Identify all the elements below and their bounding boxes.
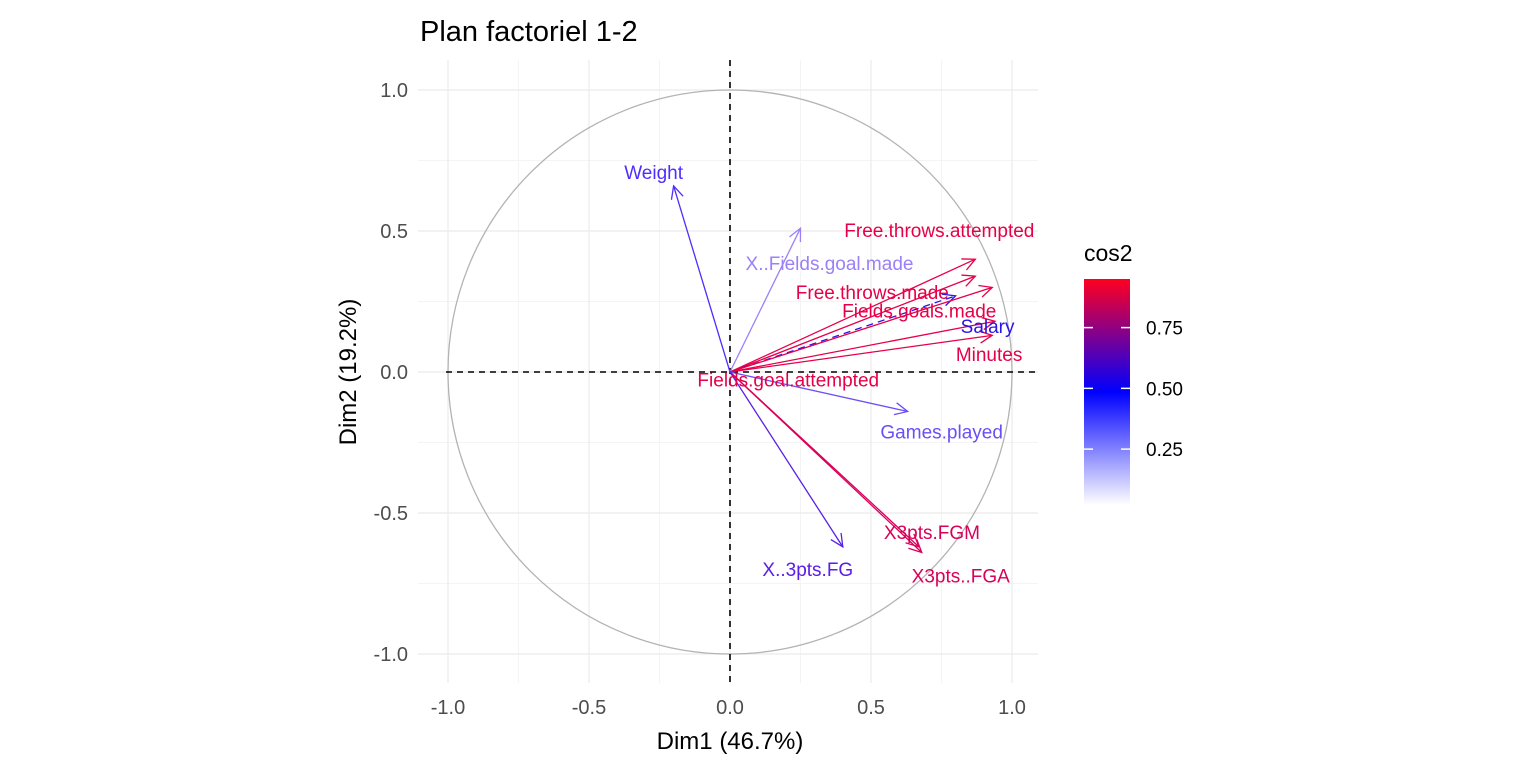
- cos2-legend: cos2 0.25 0.50 0.75: [1084, 240, 1183, 505]
- arrow-x-3pts-fg: [729, 371, 844, 549]
- variable-label: X..Fields.goal.made: [746, 254, 914, 275]
- arrow-shaft: [729, 258, 976, 373]
- arrow-head: [789, 226, 802, 243]
- y-tick-label: -1.0: [374, 644, 408, 666]
- legend-tick-label: 0.25: [1146, 440, 1183, 461]
- x-tick-label: 0.0: [716, 697, 744, 719]
- chart-title: Plan factoriel 1-2: [420, 16, 638, 48]
- arrow-shaft: [729, 275, 976, 373]
- arrow-x3pts-fga: [729, 371, 923, 554]
- x-tick-label: -1.0: [431, 697, 465, 719]
- variable-label: X3pts.FGM: [884, 523, 980, 544]
- legend-ticks: 0.25 0.50 0.75: [1084, 319, 1183, 461]
- arrow-shaft: [672, 185, 731, 373]
- arrow-head: [978, 330, 994, 344]
- arrow-head: [978, 284, 994, 298]
- y-tick-label: 0.0: [380, 362, 408, 384]
- legend-tick-label: 0.50: [1146, 379, 1183, 400]
- arrow-shaft: [729, 371, 844, 548]
- arrow-shaft: [729, 371, 908, 413]
- variable-label: Salary: [961, 317, 1015, 338]
- x-axis-title: Dim1 (46.7%): [657, 728, 804, 755]
- arrow-fields-goal-attempted: [729, 330, 994, 373]
- variable-label: Fields.goal.attempted: [697, 370, 879, 391]
- arrow-minutes: [729, 317, 997, 373]
- arrow-weight: [670, 184, 731, 373]
- y-tick-label: -0.5: [374, 503, 408, 525]
- arrow-fields-goals-made: [729, 284, 994, 373]
- arrow-free-throws-made: [729, 274, 977, 373]
- variable-label: Games.played: [880, 422, 1003, 443]
- arrow-head: [893, 402, 910, 416]
- arrow-head: [908, 539, 923, 554]
- arrow-head: [670, 184, 684, 200]
- arrow-shaft: [729, 334, 993, 373]
- legend-colorbar: [1084, 279, 1130, 505]
- variable-label: Fields.goals.made: [842, 301, 996, 322]
- variable-arrows: [670, 184, 997, 554]
- y-tick-label: 1.0: [380, 80, 408, 102]
- variable-label: Minutes: [956, 345, 1023, 366]
- legend-title: cos2: [1084, 240, 1133, 266]
- y-axis-title: Dim2 (19.2%): [335, 299, 362, 446]
- arrow-head: [961, 274, 977, 287]
- arrow-shaft: [729, 227, 802, 373]
- x-tick-label: 1.0: [998, 697, 1026, 719]
- x-tick-label: 0.5: [857, 697, 885, 719]
- arrow-free-throws-attempted: [729, 258, 977, 373]
- arrow-head: [961, 258, 977, 271]
- arrow-shaft: [729, 371, 923, 553]
- variable-labels: Weight X..Fields.goal.made Free.throws.att…: [624, 163, 1034, 588]
- x-axis-ticks: -1.0 -0.5 0.0 0.5 1.0: [431, 697, 1026, 719]
- legend-tick-label: 0.75: [1146, 319, 1183, 340]
- x-tick-label: -0.5: [572, 697, 606, 719]
- arrow-x-fields-goal-made: [729, 226, 802, 373]
- arrow-head: [941, 293, 958, 307]
- variable-label: Weight: [624, 163, 684, 184]
- arrow-shaft: [729, 320, 996, 373]
- variable-label: Free.throws.made: [796, 283, 949, 304]
- variable-label: X..3pts.FG: [762, 560, 853, 581]
- variable-label: X3pts..FGA: [912, 566, 1011, 587]
- arrow-shaft: [729, 286, 993, 373]
- variable-label: Free.throws.attempted: [844, 221, 1034, 242]
- y-tick-label: 0.5: [380, 221, 408, 243]
- arrow-head: [830, 532, 844, 549]
- arrow-head: [981, 317, 997, 331]
- arrow-games-played: [729, 371, 910, 416]
- y-axis-ticks: -1.0 -0.5 0.0 0.5 1.0: [374, 80, 408, 666]
